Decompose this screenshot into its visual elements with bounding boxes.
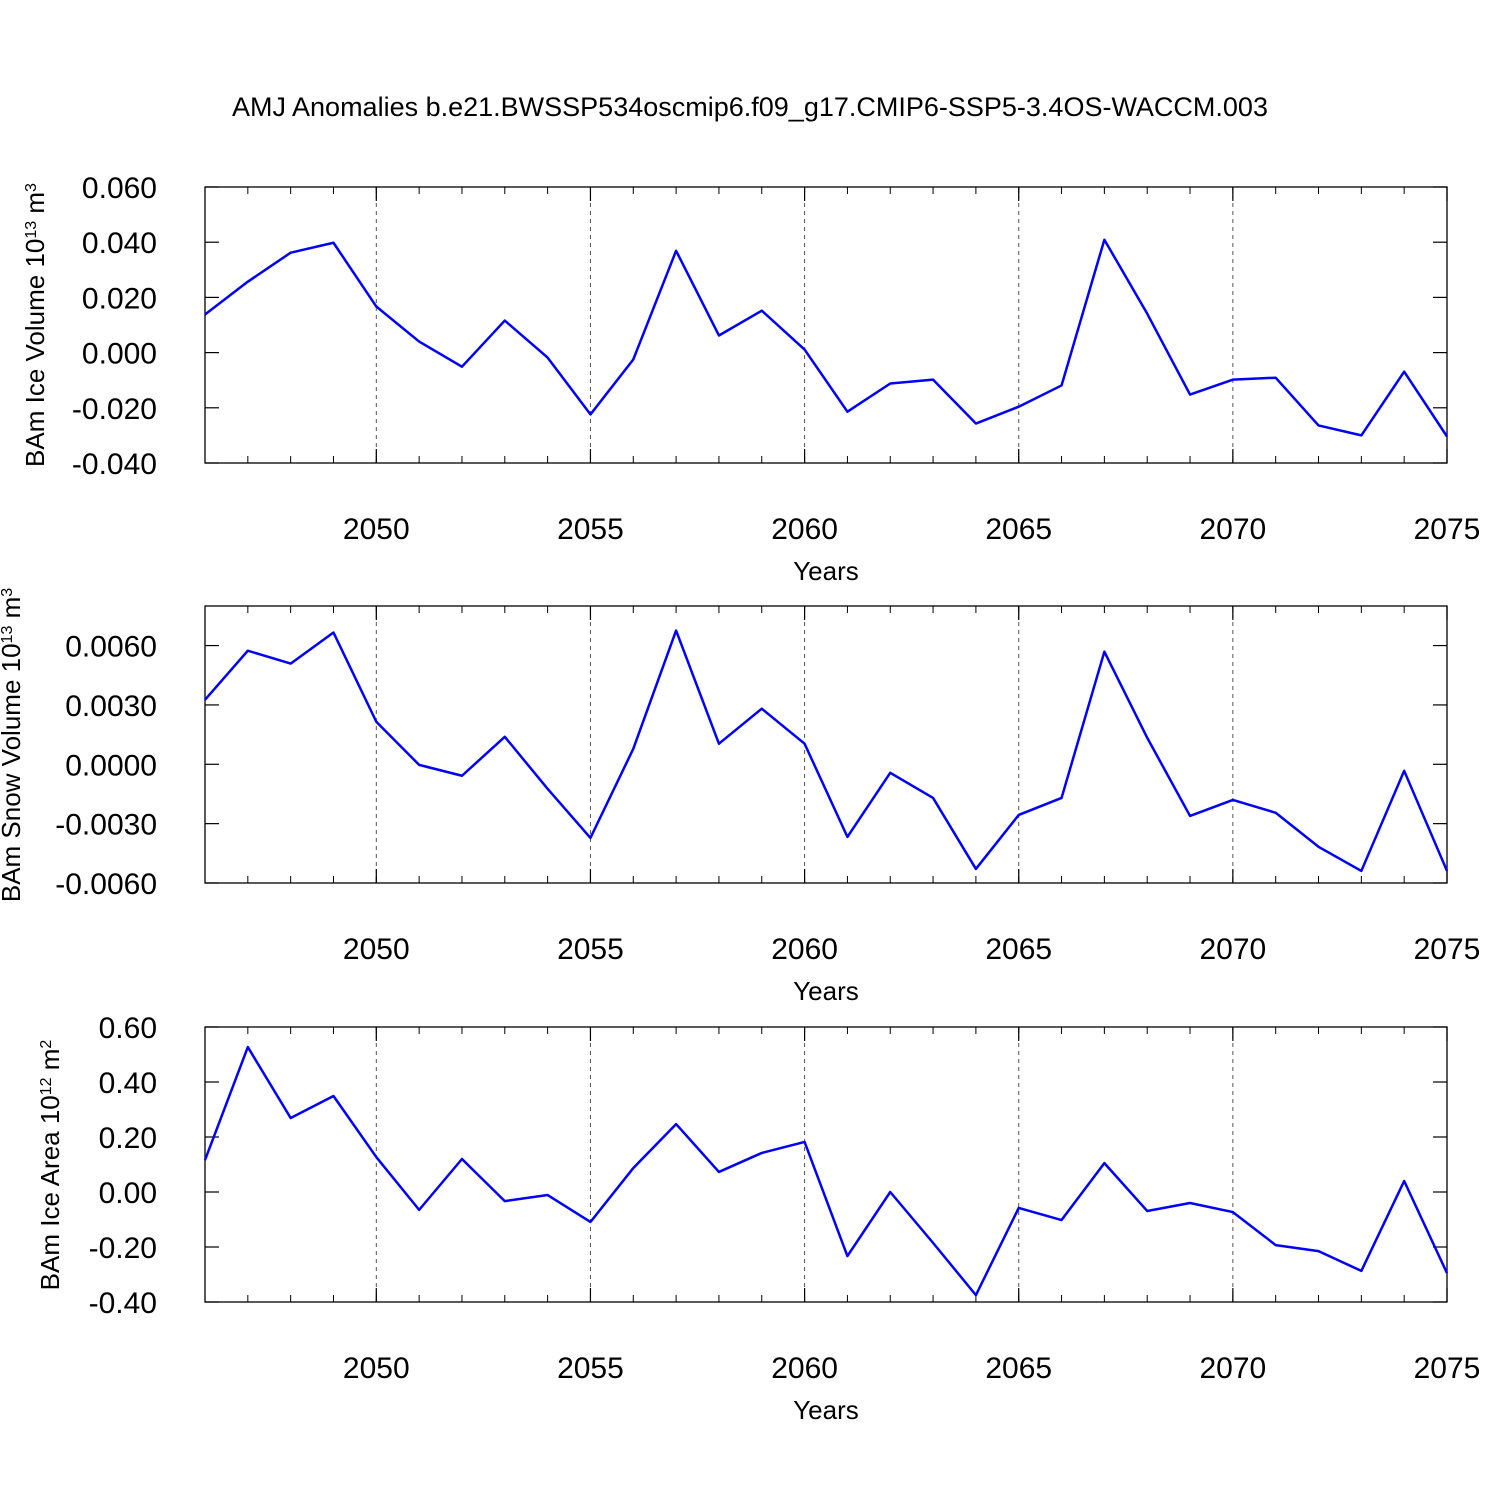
data-line	[204, 629, 1449, 873]
y-axis-title: BAm Snow Volume 1013 m3	[0, 588, 26, 902]
x-tick-label: 2075	[1414, 1352, 1481, 1385]
y-axis-title-part: 13	[23, 221, 40, 239]
y-tick-label: 0.0030	[65, 690, 157, 723]
y-tick-label: -0.0060	[55, 868, 157, 901]
y-tick-label: 0.000	[82, 338, 157, 371]
x-axis-title: Years	[793, 556, 859, 586]
x-tick-label: 2075	[1414, 933, 1481, 966]
y-axis-title-part: BAm Ice Area 10	[35, 1095, 65, 1290]
data-line	[204, 238, 1449, 438]
y-axis-title-part: 3	[0, 588, 16, 597]
x-tick-label: 2065	[985, 513, 1052, 546]
y-tick-label: 0.0060	[65, 631, 157, 664]
x-axis-title: Years	[793, 976, 859, 1006]
y-axis-title: BAm Ice Area 1012 m2	[35, 1040, 65, 1291]
y-tick-label: -0.040	[72, 448, 157, 481]
y-axis-title-part: m	[0, 597, 26, 626]
plot-frame	[204, 605, 1448, 884]
x-tick-label: 2070	[1199, 1352, 1266, 1385]
data-line	[203, 1045, 1449, 1297]
figure-title: AMJ Anomalies b.e21.BWSSP534oscmip6.f09_…	[232, 92, 1268, 122]
x-axis-title: Years	[793, 1395, 859, 1425]
y-tick-label: 0.020	[82, 282, 157, 315]
x-tick-label: 2070	[1199, 513, 1266, 546]
x-tick-label: 2060	[771, 1352, 838, 1385]
y-axis-title-part: m	[35, 1049, 65, 1078]
plot-frame	[204, 186, 1448, 464]
y-tick-label: -0.40	[89, 1287, 157, 1320]
y-axis-title-part: BAm Snow Volume 10	[0, 643, 26, 902]
y-tick-label: -0.0030	[55, 809, 157, 842]
y-axis-title: BAm Ice Volume 1013 m3	[20, 183, 50, 467]
y-axis-title-part: 2	[38, 1040, 55, 1049]
y-tick-label: 0.0000	[65, 749, 157, 782]
plot-frame	[204, 1026, 1448, 1303]
x-tick-label: 2050	[343, 513, 410, 546]
x-tick-label: 2065	[985, 933, 1052, 966]
y-tick-label: 0.00	[99, 1177, 157, 1210]
y-axis-title-part: 12	[38, 1077, 55, 1095]
y-tick-label: 0.60	[99, 1012, 157, 1045]
y-tick-label: -0.20	[89, 1232, 157, 1265]
y-tick-label: 0.060	[82, 172, 157, 205]
x-tick-label: 2055	[557, 513, 624, 546]
x-tick-label: 2050	[343, 1352, 410, 1385]
y-tick-label: 0.40	[99, 1067, 157, 1100]
x-tick-label: 2050	[343, 933, 410, 966]
x-tick-label: 2055	[557, 1352, 624, 1385]
x-tick-label: 2075	[1414, 513, 1481, 546]
y-tick-label: 0.040	[82, 227, 157, 260]
y-tick-label: 0.20	[99, 1122, 157, 1155]
y-axis-title-part: BAm Ice Volume 10	[20, 239, 50, 467]
y-axis-title-part: 13	[0, 626, 16, 644]
x-tick-label: 2055	[557, 933, 624, 966]
y-axis-title-part: m	[20, 192, 50, 221]
x-tick-label: 2060	[771, 933, 838, 966]
y-axis-title-part: 3	[23, 183, 40, 192]
y-tick-label: -0.020	[72, 393, 157, 426]
x-tick-label: 2065	[985, 1352, 1052, 1385]
x-tick-label: 2070	[1199, 933, 1266, 966]
x-tick-label: 2060	[771, 513, 838, 546]
